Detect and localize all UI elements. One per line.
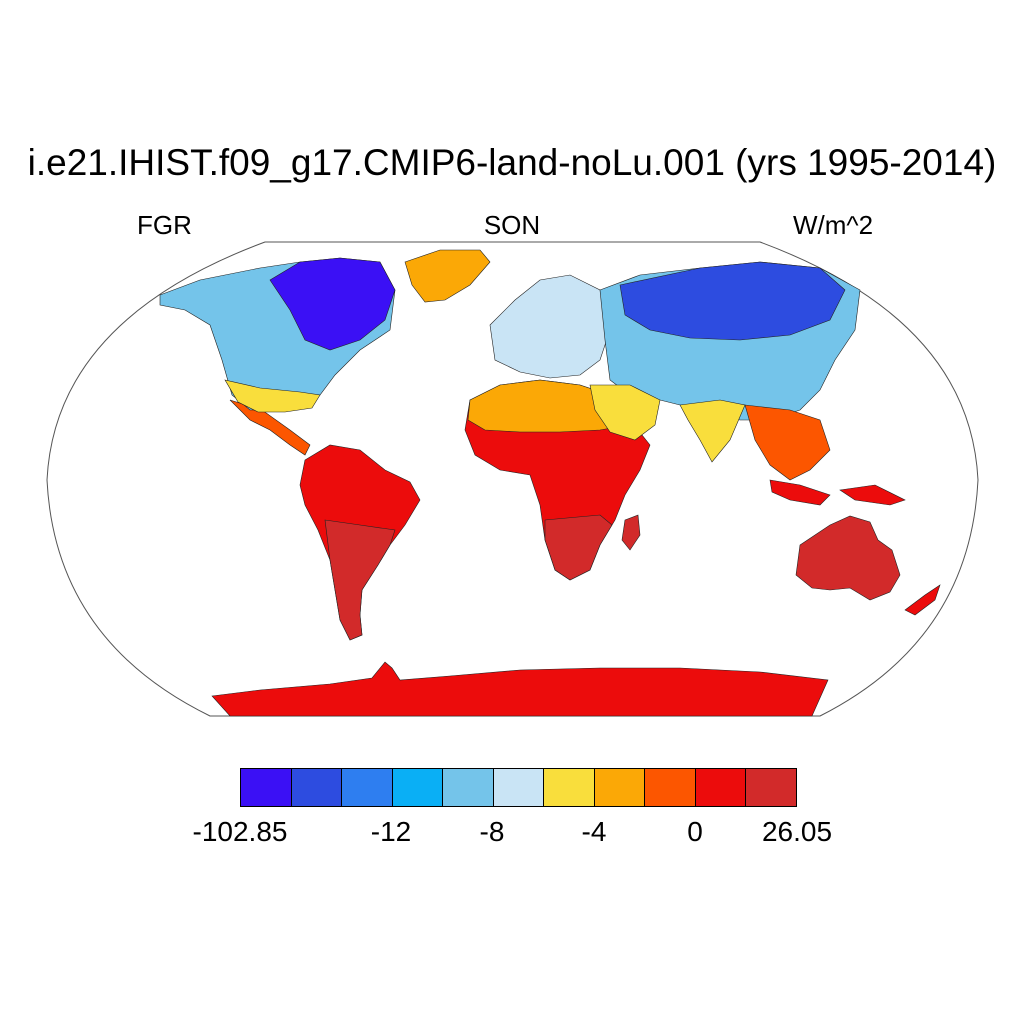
colorbar-box [593, 768, 646, 807]
colorbar-label-max: 26.05 [761, 816, 833, 847]
antarctica [211, 661, 829, 717]
middle-east [589, 384, 661, 441]
variable-label: FGR [137, 210, 192, 240]
madagascar [621, 514, 641, 551]
colorbar-box [290, 768, 343, 807]
siberia [619, 261, 846, 341]
india [679, 399, 746, 463]
colorbar-box [492, 768, 545, 807]
africa-south [544, 514, 613, 581]
colorbar-box [745, 768, 798, 807]
greenland [404, 249, 491, 303]
australia [795, 515, 901, 601]
colorbar-label: -12 [370, 816, 412, 847]
season-label: SON [483, 210, 541, 240]
colorbar-label-min: -102.85 [192, 816, 288, 847]
units-label: W/m^2 [793, 210, 874, 240]
colorbar-label: 0 [687, 816, 703, 847]
colorbar-label: -4 [581, 816, 607, 847]
colorbar-box [543, 768, 595, 807]
map-title: i.e21.IHIST.f09_g17.CMIP6-land-noLu.001 … [27, 142, 997, 183]
colorbar-box [240, 768, 292, 807]
indonesia [769, 479, 831, 506]
central-america [229, 399, 311, 456]
colorbar-box [391, 768, 444, 807]
new-zealand [904, 584, 941, 616]
colorbar-box [341, 768, 393, 807]
colorbar-box [442, 768, 494, 807]
europe [489, 274, 611, 379]
colorbar-box [644, 768, 696, 807]
colorbar [240, 768, 798, 807]
colorbar-label: -8 [479, 816, 505, 847]
se-asia [744, 404, 831, 481]
south-america-south [324, 519, 396, 641]
canada-north [269, 257, 396, 351]
new-guinea [839, 484, 906, 506]
us-south [224, 379, 321, 413]
colorbar-box [694, 768, 747, 807]
